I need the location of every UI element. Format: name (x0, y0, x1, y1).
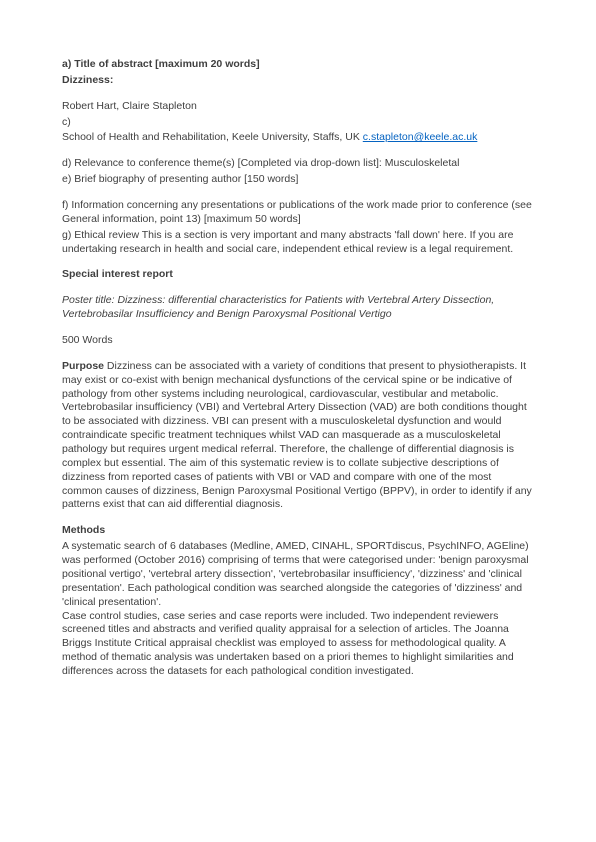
affiliation-line: School of Health and Rehabilitation, Kee… (62, 131, 534, 145)
methods-heading: Methods (62, 524, 534, 538)
contact-email-link[interactable]: c.stapleton@keele.ac.uk (363, 131, 478, 143)
document-page: a) Title of abstract [maximum 20 words] … (0, 0, 596, 842)
line-e: e) Brief biography of presenting author … (62, 173, 534, 187)
special-interest-heading: Special interest report (62, 268, 534, 282)
methods-text: A systematic search of 6 databases (Medl… (62, 540, 534, 679)
purpose-paragraph: Purpose Dizziness can be associated with… (62, 360, 534, 512)
affiliation-text: School of Health and Rehabilitation, Kee… (62, 131, 363, 143)
section-c-label: c) (62, 116, 534, 130)
line-g: g) Ethical review This is a section is v… (62, 229, 534, 257)
abstract-title: Dizziness: (62, 74, 534, 88)
word-count: 500 Words (62, 334, 534, 348)
purpose-label: Purpose (62, 360, 104, 372)
title-line-a: a) Title of abstract [maximum 20 words] (62, 58, 534, 72)
line-f: f) Information concerning any presentati… (62, 199, 534, 227)
line-d: d) Relevance to conference theme(s) [Com… (62, 157, 534, 171)
authors-line: Robert Hart, Claire Stapleton (62, 100, 534, 114)
purpose-text: Dizziness can be associated with a varie… (62, 360, 532, 511)
poster-title: Poster title: Dizziness: differential ch… (62, 294, 534, 322)
